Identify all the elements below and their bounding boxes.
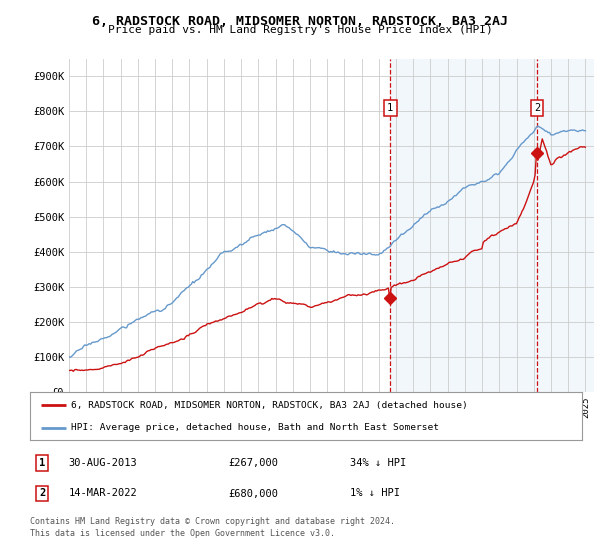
Text: 14-MAR-2022: 14-MAR-2022 [68, 488, 137, 498]
Text: 2: 2 [534, 103, 541, 113]
Text: 1: 1 [39, 458, 45, 468]
Text: 1% ↓ HPI: 1% ↓ HPI [350, 488, 400, 498]
Text: £680,000: £680,000 [229, 488, 279, 498]
Text: 6, RADSTOCK ROAD, MIDSOMER NORTON, RADSTOCK, BA3 2AJ: 6, RADSTOCK ROAD, MIDSOMER NORTON, RADST… [92, 15, 508, 27]
Text: 1: 1 [387, 103, 394, 113]
Text: This data is licensed under the Open Government Licence v3.0.: This data is licensed under the Open Gov… [30, 529, 335, 538]
Text: £267,000: £267,000 [229, 458, 279, 468]
Text: Price paid vs. HM Land Registry's House Price Index (HPI): Price paid vs. HM Land Registry's House … [107, 25, 493, 35]
Text: 34% ↓ HPI: 34% ↓ HPI [350, 458, 406, 468]
Text: 2: 2 [39, 488, 45, 498]
Bar [390, 59, 594, 392]
Text: Contains HM Land Registry data © Crown copyright and database right 2024.: Contains HM Land Registry data © Crown c… [30, 517, 395, 526]
Text: HPI: Average price, detached house, Bath and North East Somerset: HPI: Average price, detached house, Bath… [71, 423, 439, 432]
Text: 6, RADSTOCK ROAD, MIDSOMER NORTON, RADSTOCK, BA3 2AJ (detached house): 6, RADSTOCK ROAD, MIDSOMER NORTON, RADST… [71, 401, 468, 410]
Text: 30-AUG-2013: 30-AUG-2013 [68, 458, 137, 468]
